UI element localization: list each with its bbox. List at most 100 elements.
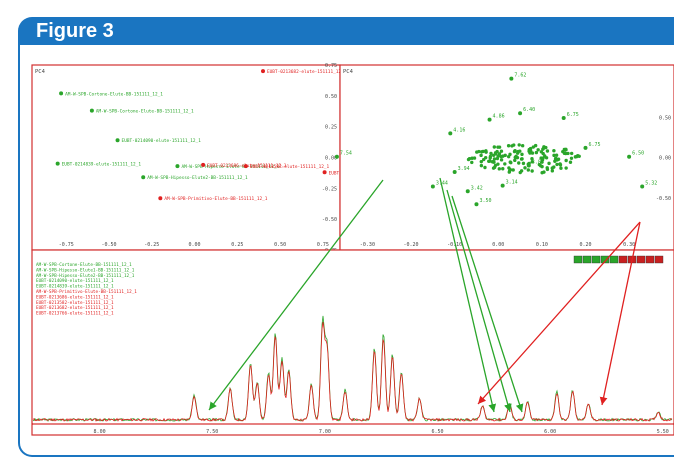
score-point xyxy=(526,163,531,168)
score-point xyxy=(509,76,514,81)
score-point xyxy=(479,159,483,164)
score-point xyxy=(506,154,511,159)
score-point xyxy=(507,170,511,174)
score-point xyxy=(506,144,511,148)
y-axis-label: PC4 xyxy=(343,69,354,75)
score-point xyxy=(487,159,491,163)
x-tick-label: 0.50 xyxy=(274,242,286,248)
score-point xyxy=(484,150,488,154)
score-point-label: 3.42 xyxy=(471,185,483,191)
y-tick-label: 0.00 xyxy=(659,156,671,162)
color-swatch xyxy=(600,255,610,264)
score-point-label: 6.50 xyxy=(632,151,644,157)
figure-title-bar xyxy=(18,17,674,45)
score-point xyxy=(513,158,517,163)
score-point xyxy=(465,189,470,194)
y-tick-label: 0.00 xyxy=(325,156,337,162)
annotation-arrow xyxy=(451,195,524,413)
x-tick-label: 0.10 xyxy=(536,242,548,248)
color-swatch xyxy=(609,255,619,264)
x-tick-label: 5.50 xyxy=(657,429,669,435)
x-tick-label: 6.50 xyxy=(431,429,443,435)
score-point xyxy=(499,154,503,159)
score-point xyxy=(492,145,497,149)
score-point xyxy=(517,161,521,165)
score-point-label: 3.84 xyxy=(532,160,544,166)
loading-point xyxy=(158,196,163,201)
legend-entry: AM-W-SPB-Primitivo-Elute-BB-151111_12_1 xyxy=(36,289,137,295)
score-point xyxy=(470,160,474,165)
score-point xyxy=(492,160,496,164)
x-tick-label: 7.00 xyxy=(319,429,331,435)
x-tick-label: -0.20 xyxy=(404,242,419,248)
score-point xyxy=(499,149,504,153)
loading-point xyxy=(201,162,206,167)
score-point xyxy=(533,143,538,148)
score-point-label: 3.94 xyxy=(458,166,470,172)
loading-point-label: AM-W-SPB-Primitivo-Elute-BB-151111_12_1 xyxy=(164,196,267,202)
score-point xyxy=(496,162,500,166)
score-point xyxy=(479,163,484,168)
x-tick-label: 6.00 xyxy=(544,429,556,435)
score-point xyxy=(564,148,568,152)
annotation-arrow xyxy=(208,179,384,411)
loading-point xyxy=(261,69,265,74)
score-point xyxy=(568,160,573,164)
score-point xyxy=(534,150,539,155)
score-point xyxy=(538,164,543,168)
score-point xyxy=(475,150,479,154)
y-tick-label: 0.25 xyxy=(325,125,337,131)
score-point xyxy=(562,151,567,156)
score-point xyxy=(530,157,534,161)
score-point xyxy=(573,155,578,159)
legend-entry: AM-W-SPB-Hipesso-Elute1-BB-151111_12_1 xyxy=(36,267,135,273)
score-point xyxy=(540,171,544,175)
score-point xyxy=(530,160,534,164)
annotation-arrow xyxy=(439,177,497,413)
score-point xyxy=(627,154,632,159)
score-point xyxy=(519,169,524,173)
x-tick-label: 0.75 xyxy=(317,242,329,248)
score-point xyxy=(552,148,556,153)
y-tick-label: -0.50 xyxy=(322,217,337,223)
y-tick-label: 0.75 xyxy=(325,63,337,69)
score-point xyxy=(530,169,534,173)
y-tick-label: -0.25 xyxy=(322,186,337,192)
score-point xyxy=(518,111,523,116)
score-point-label: 6.75 xyxy=(567,112,579,118)
loading-point-label: EUBT-0214090-elute-151111_12_1 xyxy=(122,138,202,144)
loading-point-label: EUBT-0214839-elute-151111_12_1 xyxy=(62,162,142,168)
figure-frame xyxy=(18,45,674,457)
score-point xyxy=(488,154,493,159)
loading-point-label: EUBT-0213582-elute-151111_12_1 xyxy=(250,164,330,170)
score-point xyxy=(452,169,457,174)
color-swatch xyxy=(654,255,664,264)
loading-point xyxy=(115,138,120,143)
y-tick-label: -0.50 xyxy=(656,196,671,202)
color-swatch xyxy=(591,255,601,264)
score-point xyxy=(541,147,545,151)
score-point xyxy=(550,169,555,173)
x-tick-label: 0.25 xyxy=(231,242,243,248)
score-point xyxy=(474,202,479,207)
color-swatch xyxy=(618,255,628,264)
score-point xyxy=(526,168,531,172)
loading-point xyxy=(59,91,64,96)
legend-entry: EUBT-0213686-elute-151111_12_1 xyxy=(36,294,114,300)
score-point xyxy=(489,151,493,156)
score-point xyxy=(448,131,453,136)
loading-point xyxy=(243,164,248,169)
spectrum-trace-red xyxy=(32,321,673,422)
score-point xyxy=(513,148,517,153)
score-point xyxy=(491,166,496,170)
spectrum-frame xyxy=(31,249,674,436)
score-point xyxy=(569,151,574,156)
color-swatch xyxy=(582,255,592,264)
score-point xyxy=(487,117,492,122)
x-tick-label: 0.20 xyxy=(579,242,591,248)
score-point xyxy=(521,161,526,166)
color-swatch xyxy=(636,255,646,264)
x-tick-label: 0.30 xyxy=(623,242,635,248)
score-point xyxy=(497,167,501,171)
